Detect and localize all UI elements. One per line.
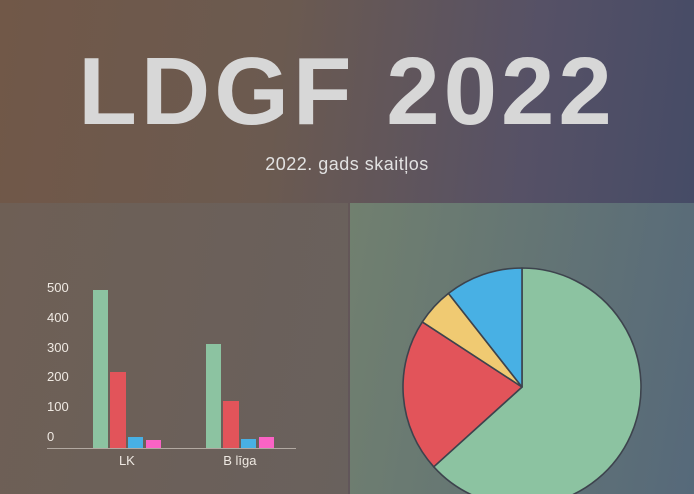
page-subtitle: 2022. gads skaitļos xyxy=(265,154,429,174)
x-axis-category-label: LK xyxy=(118,453,135,468)
bar-red-series xyxy=(110,372,126,448)
bar-magenta-series xyxy=(145,440,162,448)
bar-red-series xyxy=(223,400,239,448)
bar-green-series xyxy=(92,290,108,448)
pie-red-slice xyxy=(402,321,523,468)
pie-green-slice xyxy=(432,267,642,494)
bar-magenta-series xyxy=(258,436,275,448)
bar-chart-panel: 0 100 200 300 400 500 LK B līga xyxy=(0,203,348,494)
y-axis-tick-label: 400 xyxy=(47,309,69,325)
y-axis-tick-label: 500 xyxy=(47,280,69,296)
y-axis-tick-label: 100 xyxy=(47,399,69,415)
y-axis-tick-label: 0 xyxy=(47,428,55,444)
y-axis-tick-label: 300 xyxy=(47,339,69,355)
bar-blue-series xyxy=(127,436,144,448)
bar-blue-series xyxy=(240,438,257,448)
pie-chart-panel xyxy=(350,203,694,494)
bar-green-series xyxy=(205,343,221,448)
y-axis-tick-label: 200 xyxy=(47,369,69,385)
pie-blue-slice xyxy=(447,267,523,388)
x-axis-line xyxy=(47,448,296,449)
bar-chart: 0 100 200 300 400 500 LK B līga xyxy=(0,203,348,494)
page-title: LDGF 2022 xyxy=(78,38,616,145)
header: LDGF 2022 2022. gads skaitļos xyxy=(0,0,694,203)
x-axis-category-label: B līga xyxy=(223,453,257,468)
pie-chart xyxy=(402,267,642,494)
